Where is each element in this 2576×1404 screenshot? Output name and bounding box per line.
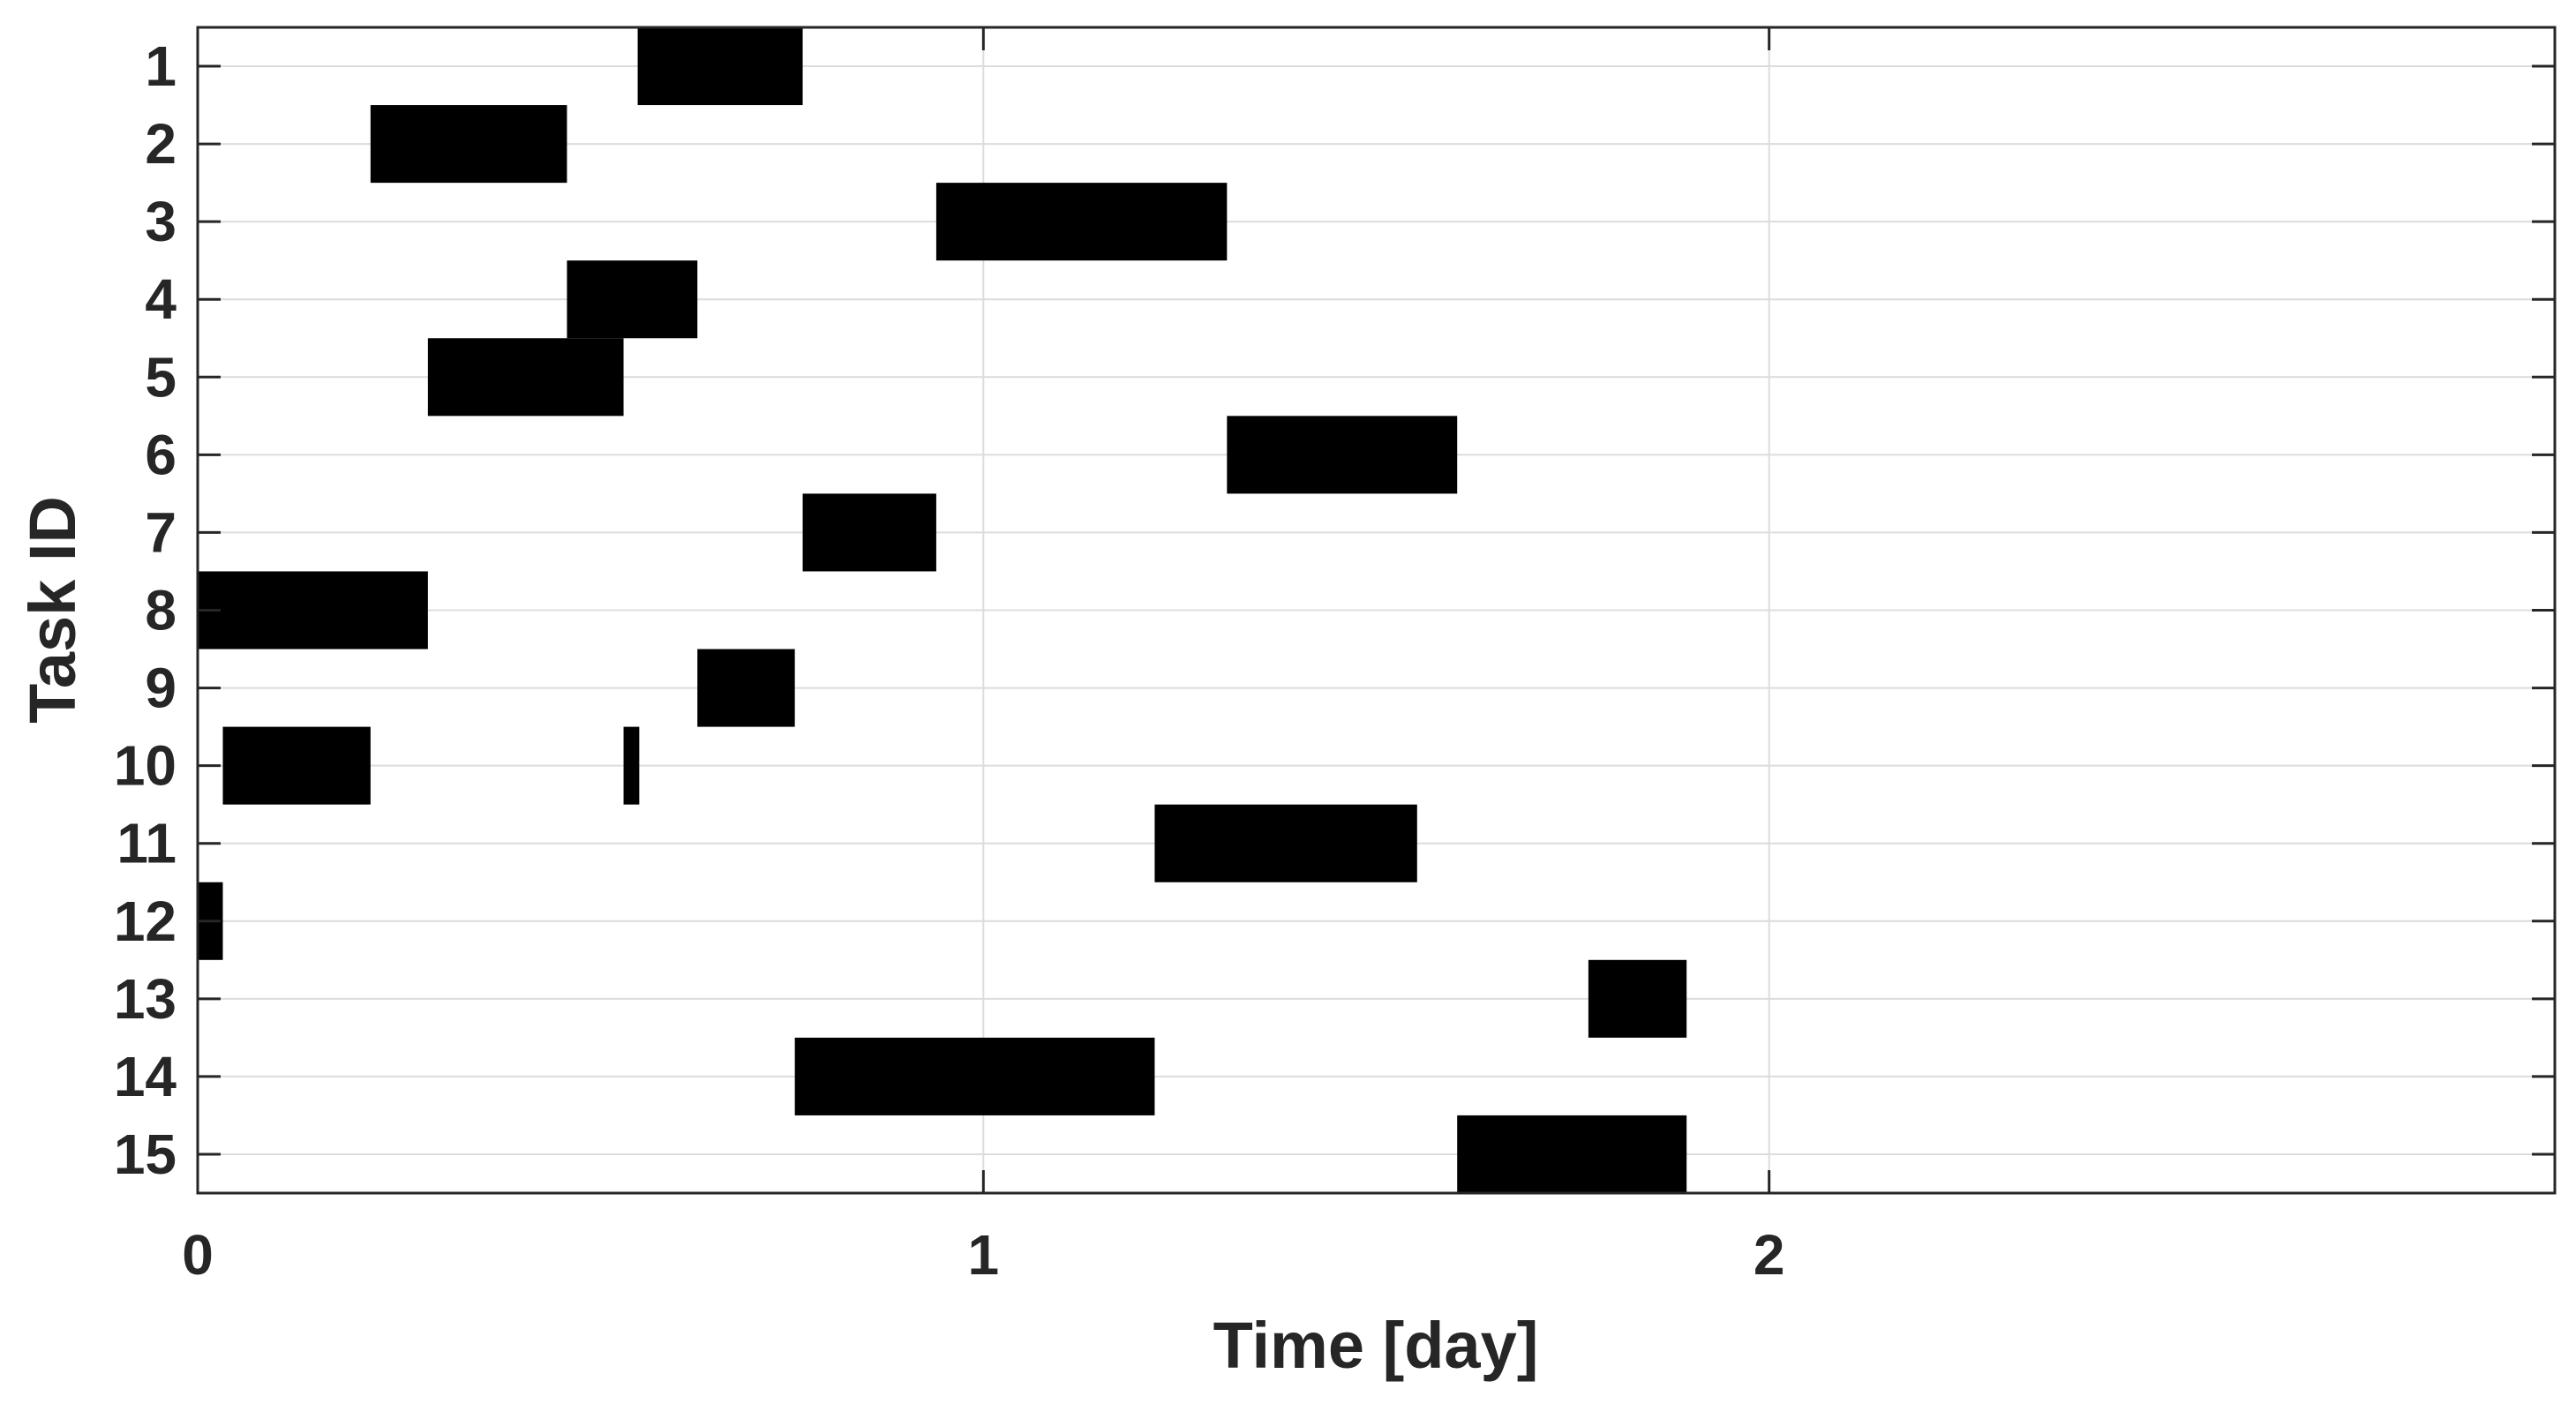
y-tick-label: 2 — [145, 112, 176, 176]
task-4-bar — [567, 260, 698, 339]
x-tick-label: 2 — [1754, 1223, 1785, 1287]
task-10-bar — [222, 726, 371, 805]
y-tick-label: 1 — [145, 34, 176, 98]
task-9-bar — [697, 649, 795, 727]
y-tick-label: 14 — [114, 1045, 177, 1108]
x-tick-label: 0 — [182, 1223, 214, 1287]
y-tick-label: 3 — [145, 190, 176, 253]
x-tick-label: 1 — [968, 1223, 1000, 1287]
task-13-bar — [1588, 959, 1687, 1038]
task-15-bar — [1457, 1115, 1687, 1193]
task-6-bar — [1227, 416, 1458, 494]
y-tick-label: 10 — [114, 734, 176, 798]
y-tick-label: 15 — [114, 1122, 176, 1186]
task-14-bar — [794, 1037, 1155, 1115]
x-axis-label: Time [day] — [1213, 1309, 1539, 1382]
axis-ticks — [196, 27, 2555, 1193]
y-tick-label: 5 — [145, 345, 176, 409]
task-5-bar — [427, 338, 624, 417]
y-tick-label: 9 — [145, 657, 176, 720]
y-tick-label: 4 — [145, 267, 176, 331]
y-tick-label: 11 — [116, 812, 176, 875]
task-2-bar — [370, 105, 567, 184]
task-3-bar — [935, 183, 1228, 261]
y-tick-label: 8 — [145, 579, 176, 642]
x-tick-labels: 0 1 2 — [182, 1223, 1784, 1287]
y-tick-label: 13 — [114, 967, 176, 1031]
y-tick-label: 7 — [145, 500, 176, 564]
task-10-bar — [623, 726, 640, 805]
y-axis-label: Task ID — [16, 496, 89, 724]
y-tick-label: 12 — [114, 890, 176, 953]
y-tick-label: 6 — [145, 423, 176, 486]
task-7-bar — [802, 493, 936, 572]
task-bars — [198, 27, 1687, 1193]
task-1-bar — [637, 27, 803, 106]
task-8-bar — [198, 571, 428, 649]
task-11-bar — [1154, 804, 1417, 882]
